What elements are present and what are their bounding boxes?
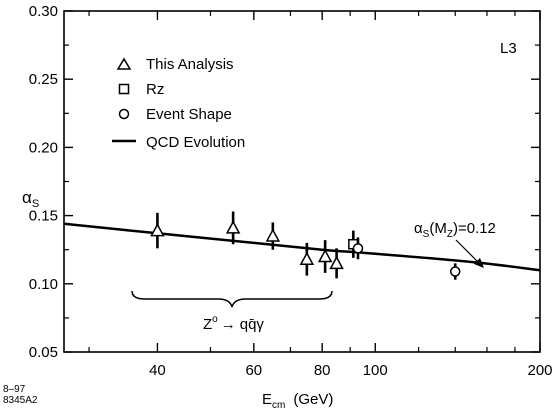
legend-item-rz: Rz	[118, 81, 164, 98]
triangle-marker	[225, 220, 241, 234]
circle-marker	[352, 243, 364, 254]
triangle-marker	[150, 223, 165, 237]
legend-label: Event Shape	[146, 106, 232, 123]
corner-label-line1: 8–97	[3, 384, 26, 395]
legend-circle-marker	[118, 108, 130, 120]
curve-annotation-arrow	[455, 239, 481, 265]
y-tick-label: 0.05	[29, 344, 58, 361]
legend-item-qcd-evolution: QCD Evolution	[112, 134, 245, 151]
y-axis-label: αS	[22, 188, 39, 210]
brace	[131, 290, 333, 308]
legend-square-marker	[118, 83, 130, 95]
legend-item-this-analysis: This Analysis	[116, 56, 234, 73]
y-tick-label: 0.10	[29, 276, 58, 293]
x-tick-label: 40	[149, 362, 166, 379]
legend-label: Rz	[146, 81, 164, 98]
x-tick-label: 100	[363, 362, 388, 379]
y-tick-labels: 0.05 0.10 0.15 0.20 0.25 0.30	[29, 3, 58, 361]
circle-marker	[449, 266, 461, 277]
curve-annotation: αS(MZ)=0.12	[414, 220, 496, 240]
y-tick-label: 0.25	[29, 71, 58, 88]
data-points-layer	[150, 211, 461, 280]
legend-triangle-marker	[116, 57, 132, 70]
triangle-marker	[329, 255, 344, 270]
legend-label: QCD Evolution	[146, 134, 245, 151]
legend-label: This Analysis	[146, 56, 234, 73]
y-tick-label: 0.30	[29, 3, 58, 20]
triangle-marker	[317, 248, 333, 263]
x-ticks	[88, 11, 541, 352]
x-axis-label: Ecm (GeV)	[262, 391, 333, 411]
legend: This Analysis Rz Event Shape QCD Evoluti…	[112, 56, 245, 151]
corner-label-line2: 8345A2	[3, 395, 38, 406]
x-tick-labels: 40 60 80 100 200	[149, 362, 552, 379]
experiment-label: L3	[500, 40, 517, 57]
plot-frame	[63, 10, 541, 353]
triangle-marker	[265, 228, 281, 242]
y-tick-label: 0.15	[29, 208, 58, 225]
corner-label: 8–97 8345A2	[3, 384, 37, 406]
x-tick-label: 200	[527, 362, 552, 379]
curve-annotation-arrowhead	[474, 258, 484, 268]
brace-annotation: Zo → qq̄γ	[203, 314, 264, 333]
triangle-marker	[299, 251, 315, 265]
x-tick-label: 80	[314, 362, 331, 379]
x-tick-label: 60	[245, 362, 262, 379]
legend-item-event-shape: Event Shape	[118, 106, 232, 123]
y-ticks	[64, 10, 540, 353]
y-tick-label: 0.20	[29, 139, 58, 156]
